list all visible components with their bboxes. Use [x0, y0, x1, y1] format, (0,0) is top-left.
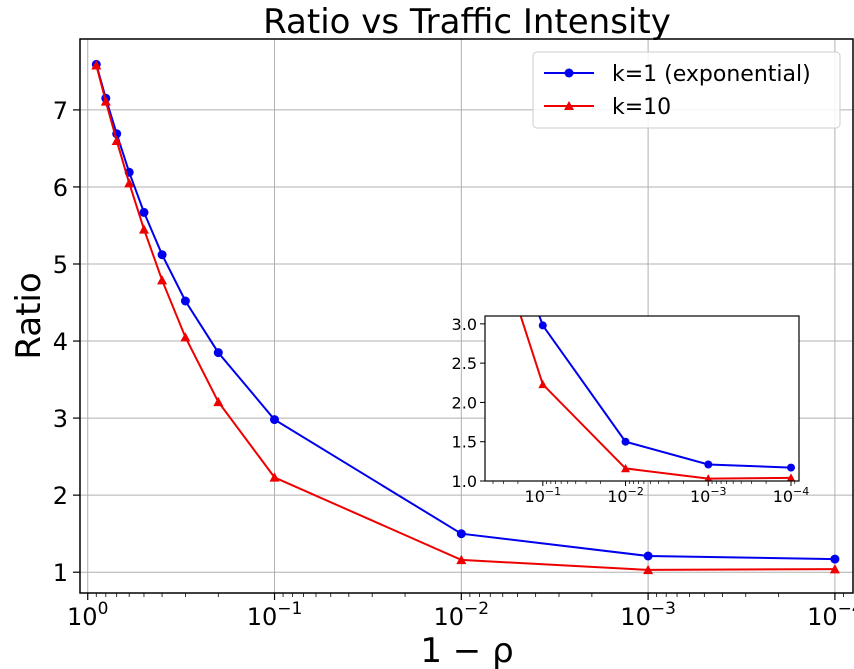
legend-marker-k1 [564, 68, 574, 78]
main-point-0-7 [213, 348, 223, 358]
inset-y-ticks: 1.0 1.5 2.0 2.5 3.0 [452, 315, 485, 491]
inset-series-line-0 [538, 316, 792, 469]
main-point-0-4 [139, 207, 149, 217]
y-tick-label-1: 2 [53, 482, 68, 510]
inset-y-tick-label-2: 2.0 [452, 393, 477, 412]
inset-point-0-4 [481, 110, 489, 118]
inset-x-ticks: 10−1 10−2 10−3 10−4 [492, 481, 810, 506]
y-axis-label: Ratio [9, 272, 49, 359]
inset-point-0-9 [621, 437, 630, 446]
inset-point-1-3 [474, 80, 483, 88]
main-plot-frame [79, 38, 854, 594]
y-tick-label-3: 4 [53, 328, 68, 356]
y-tick-label-2: 3 [53, 405, 68, 433]
inset-x-tick-label-1: 10−2 [607, 485, 644, 506]
inset-y-tick-label-3: 2.5 [452, 354, 477, 373]
legend-box [532, 51, 841, 129]
chart-title: Ratio vs Traffic Intensity [263, 2, 671, 42]
main-point-0-10 [643, 551, 653, 561]
x-tick-label-2: 10−2 [434, 599, 490, 631]
main-series-line-1 [95, 64, 835, 571]
y-tick-label-0: 1 [53, 559, 68, 587]
x-tick-label-3: 10−3 [620, 599, 676, 631]
inset-point-0-10 [704, 460, 713, 469]
inset-y-tick-label-0: 1.0 [452, 472, 477, 491]
main-point-1-0 [91, 60, 102, 70]
main-point-0-6 [180, 296, 190, 306]
main-point-0-11 [830, 554, 840, 564]
y-tick-label-4: 5 [53, 251, 68, 279]
inset-point-1-4 [481, 127, 490, 135]
inset-point-0-5 [489, 153, 497, 161]
x-tick-label-1: 10−1 [247, 599, 303, 631]
inset-background [485, 316, 799, 481]
inset-point-1-6 [499, 237, 508, 245]
main-point-1-11 [829, 564, 840, 574]
main-y-ticks: 1 2 3 4 5 6 7 [53, 97, 80, 587]
inset-chart: 10−1 10−2 10−3 10−4 1.0 1.5 2.0 2.5 3.0 [452, 69, 810, 506]
main-point-1-7 [213, 396, 224, 407]
main-point-0-8 [270, 415, 279, 425]
legend: k=1 (exponential) k=10 [532, 51, 841, 129]
main-point-1-6 [180, 332, 191, 342]
main-point-1-5 [157, 275, 168, 285]
inset-point-1-8 [538, 379, 548, 389]
inset-point-0-6 [499, 200, 507, 208]
inset-point-1-9 [621, 463, 631, 473]
x-axis-label: 1 − ρ [420, 631, 513, 669]
inset-x-tick-label-0: 10−1 [525, 485, 562, 506]
inset-point-0-7 [514, 253, 522, 261]
inset-y-tick-label-4: 3.0 [452, 315, 477, 334]
y-tick-label-5: 6 [53, 174, 68, 202]
y-tick-label-6: 7 [53, 97, 68, 125]
inset-point-1-7 [513, 303, 522, 311]
inset-series [474, 69, 796, 481]
inset-x-tick-label-3: 10−4 [773, 485, 810, 506]
inset-point-1-5 [489, 179, 498, 187]
main-x-ticks: 100 10−1 10−2 10−3 10−4 [67, 593, 854, 631]
inset-y-tick-label-1: 1.5 [452, 433, 477, 452]
x-tick-label-0: 100 [67, 599, 108, 631]
main-series-line-0 [95, 64, 835, 561]
main-point-1-9 [456, 554, 467, 565]
inset-point-1-11 [786, 473, 796, 481]
legend-label-k10: k=10 [612, 95, 671, 120]
main-grid [80, 39, 853, 593]
inset-point-0-3 [475, 69, 483, 77]
x-tick-label-4: 10−4 [807, 599, 854, 631]
main-point-1-1 [100, 96, 111, 106]
main-point-1-8 [269, 472, 280, 482]
legend-marker-k10 [564, 101, 574, 110]
inset-point-0-11 [787, 463, 795, 472]
inset-x-tick-label-2: 10−3 [690, 485, 727, 506]
main-point-1-2 [111, 135, 122, 145]
main-point-1-4 [138, 224, 149, 234]
main-point-0-9 [456, 529, 466, 539]
inset-series-line-1 [519, 316, 792, 480]
legend-label-k1: k=1 (exponential) [612, 62, 811, 87]
main-point-0-5 [157, 250, 167, 260]
inset-point-0-8 [538, 321, 547, 330]
inset-point-1-10 [704, 474, 712, 481]
main-series [91, 59, 840, 575]
inset-frame [484, 315, 800, 482]
main-point-1-3 [124, 178, 135, 188]
main-point-1-10 [643, 564, 654, 575]
